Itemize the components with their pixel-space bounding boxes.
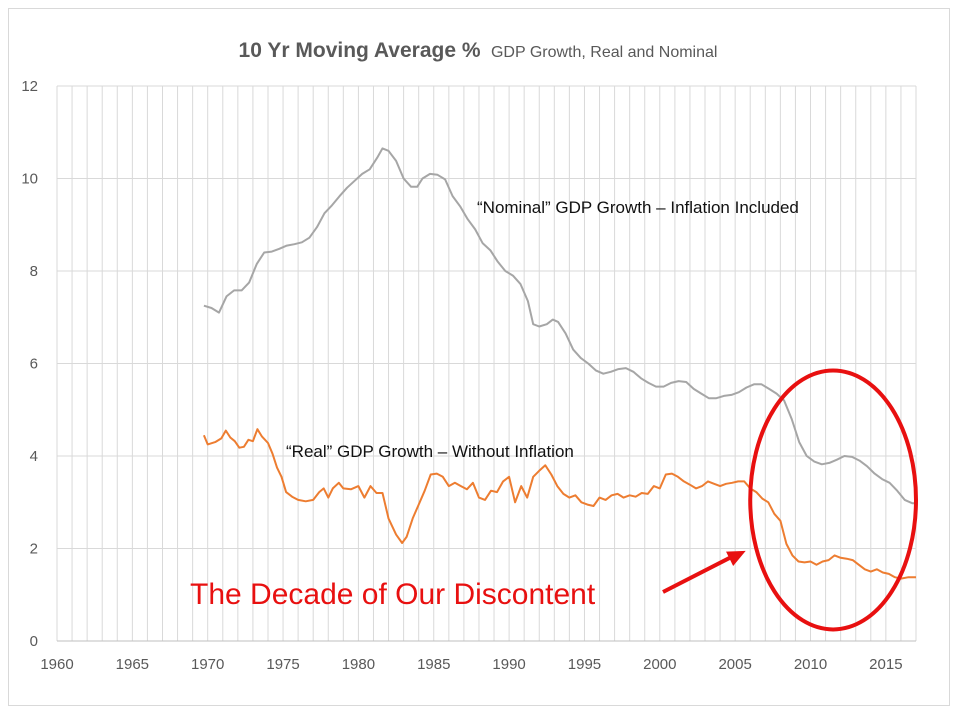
y-tick-label: 12: [21, 78, 38, 95]
y-tick-label: 4: [30, 448, 38, 465]
y-tick-label: 10: [21, 171, 38, 188]
annotation-real: “Real” GDP Growth – Without Inflation: [286, 442, 574, 461]
chart-title-sub: GDP Growth, Real and Nominal: [491, 44, 717, 61]
x-tick-label: 1995: [568, 656, 601, 673]
x-tick-label: 1965: [116, 656, 149, 673]
x-tick-label: 2010: [794, 656, 827, 673]
y-tick-label: 8: [30, 263, 38, 280]
x-tick-label: 2005: [718, 656, 751, 673]
annotation-arrow-shaft: [662, 554, 735, 594]
y-tick-label: 0: [30, 633, 38, 650]
annotation-arrow-head: [726, 550, 746, 566]
y-axis-ticks: 0 2 4 6 8 10 12: [21, 78, 38, 650]
x-tick-label: 1990: [492, 656, 525, 673]
series-line-real: [202, 428, 916, 580]
x-tick-label: 2000: [643, 656, 676, 673]
chart-title: 10 Yr Moving Average % GDP Growth, Real …: [239, 39, 718, 62]
chart-title-main: 10 Yr Moving Average %: [239, 39, 481, 62]
x-tick-label: 1980: [342, 656, 375, 673]
y-tick-label: 6: [30, 356, 38, 373]
annotation-decade: The Decade of Our Discontent: [190, 578, 596, 611]
chart-frame: [8, 8, 950, 706]
x-tick-label: 1985: [417, 656, 450, 673]
x-tick-label: 1970: [191, 656, 224, 673]
highlight-ellipse: [748, 368, 918, 632]
y-tick-label: 2: [30, 541, 38, 558]
grid-lines: [56, 85, 917, 642]
series-line-nominal: [203, 147, 916, 505]
x-axis-ticks: 1960 1965 1970 1975 1980 1985 1990 1995 2000 2005…: [40, 656, 902, 673]
x-tick-label: 1960: [40, 656, 73, 673]
annotation-nominal: “Nominal” GDP Growth – Inflation Include…: [477, 198, 799, 217]
x-tick-label: 2015: [869, 656, 902, 673]
highlight-overlay: [662, 368, 918, 632]
x-tick-label: 1975: [266, 656, 299, 673]
series-lines: [202, 147, 916, 580]
